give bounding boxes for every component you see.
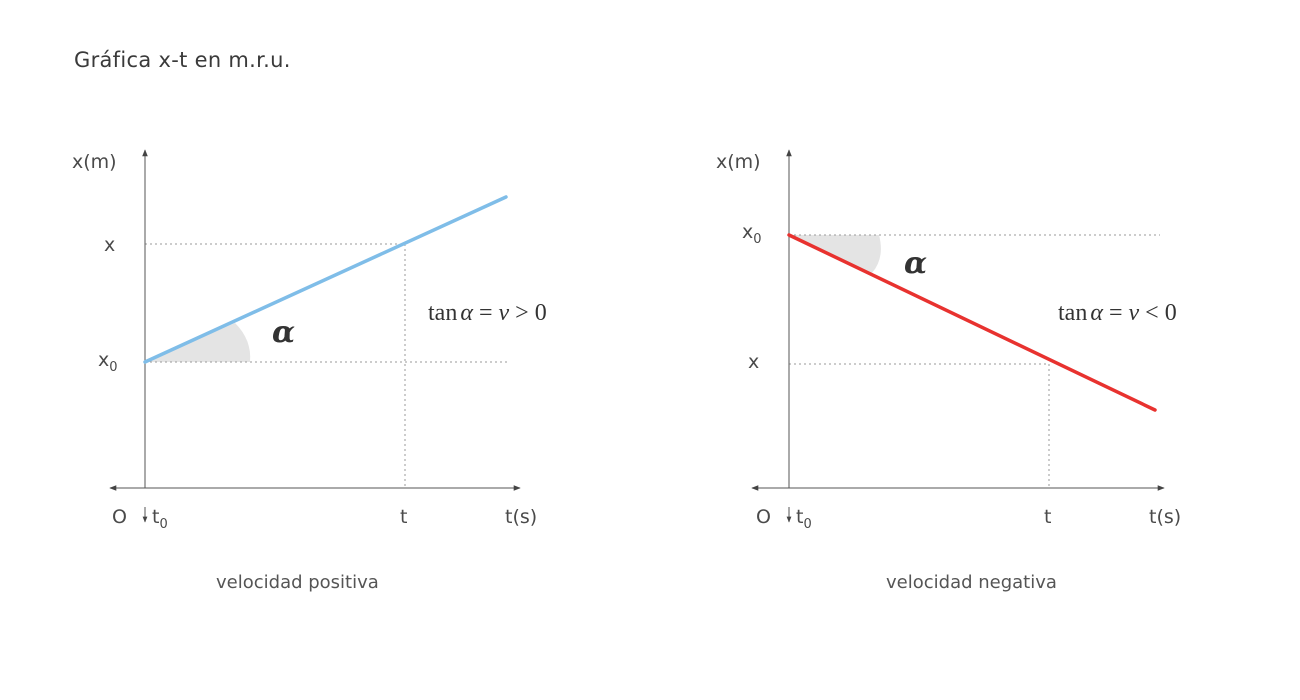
y-axis-label: x(m) <box>716 151 761 173</box>
slope-formula: tan α = v > 0 <box>428 300 547 326</box>
t0-label: t0 <box>152 506 168 532</box>
origin-label: O <box>756 506 771 528</box>
origin-label: O <box>112 506 127 528</box>
angle-wedge <box>145 323 251 362</box>
chart-negative-velocity: x(m) x0 x O t0 t t(s) α tan α = v < 0 vel… <box>716 149 1181 593</box>
angle-alpha-label: α <box>272 315 295 350</box>
page-title: Gráfica x-t en m.r.u. <box>74 48 291 72</box>
slope-formula: tan α = v < 0 <box>1058 300 1177 326</box>
x-axis-label: t(s) <box>1149 506 1181 528</box>
x0-value-label: x0 <box>742 221 762 247</box>
t0-label: t0 <box>796 506 812 532</box>
t-value-label: t <box>400 506 407 528</box>
position-line <box>143 195 508 364</box>
x-value-label: x <box>104 234 115 256</box>
position-line <box>787 233 1157 412</box>
caption: velocidad negativa <box>886 572 1057 593</box>
angle-alpha-label: α <box>904 246 927 281</box>
chart-positive-velocity: x(m) x x0 O t0 t t(s) α tan α = v > 0 vel… <box>72 149 547 593</box>
t-value-label: t <box>1044 506 1051 528</box>
x-value-label: x <box>748 351 759 373</box>
caption: velocidad positiva <box>216 572 379 593</box>
x-axis-label: t(s) <box>505 506 537 528</box>
x0-value-label: x0 <box>98 349 118 375</box>
y-axis-label: x(m) <box>72 151 117 173</box>
